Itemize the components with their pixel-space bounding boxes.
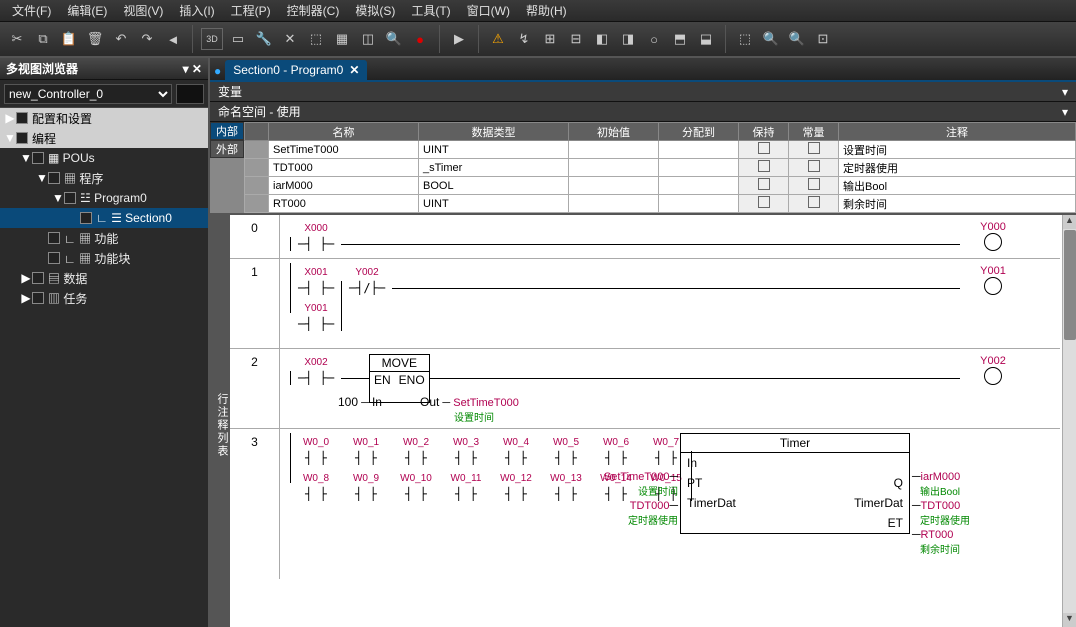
menu-bar: 文件(F)编辑(E)视图(V)插入(I)工程(P)控制器(C)模拟(S)工具(T… xyxy=(0,0,1076,22)
menu-item[interactable]: 窗口(W) xyxy=(459,0,518,21)
variable-table[interactable]: 名称数据类型初始值分配到保持常量注释SetTimeT000UINT设置时间TDT… xyxy=(244,122,1076,213)
fb-timer[interactable]: Timer In PTQ TimerDatTimerDat ET xyxy=(680,433,910,534)
ladder-side-label: 行注释列表 xyxy=(210,215,230,627)
var-tab-internal[interactable]: 内部 xyxy=(210,122,244,140)
tree-item[interactable]: ∟ ☰ Section0 xyxy=(0,208,208,228)
view-icon[interactable]: ▭ xyxy=(227,28,249,50)
tab-label: Section0 - Program0 xyxy=(233,63,343,77)
c-icon[interactable]: ⊞ xyxy=(539,28,561,50)
cut-icon[interactable]: ✂ xyxy=(6,28,28,50)
3d-icon[interactable]: 3D xyxy=(201,28,223,50)
tab-section0[interactable]: Section0 - Program0 ✕ xyxy=(225,60,367,80)
variables-header[interactable]: 变量▾ xyxy=(210,82,1076,102)
warn-icon[interactable]: ● xyxy=(409,28,431,50)
coil-y002[interactable]: Y002 xyxy=(968,355,1018,385)
sidebar-title: 多视图浏览器 xyxy=(6,60,78,77)
module-icon[interactable]: ◫ xyxy=(357,28,379,50)
zoomin-icon[interactable]: 🔍 xyxy=(760,28,782,50)
menu-item[interactable]: 编辑(E) xyxy=(59,0,115,21)
a-icon[interactable]: ⚠ xyxy=(487,28,509,50)
namespace-header[interactable]: 命名空间 - 使用▾ xyxy=(210,102,1076,122)
rung-2[interactable]: 2 X002─┤ ├─ MOVE ENENO xyxy=(230,349,1060,429)
ladder-area: 行注释列表 0 X000─┤ ├─ Y000 xyxy=(210,215,1076,627)
menu-item[interactable]: 文件(F) xyxy=(4,0,59,21)
sidebar: 多视图浏览器 ▾ ✕ new_Controller_0 ▶配置和设置▼编程▼▦ … xyxy=(0,58,210,627)
rung-1[interactable]: 1 X001─┤ ├─ Y002─┤/├─ Y001─┤ ├─ xyxy=(230,259,1060,349)
menu-item[interactable]: 模拟(S) xyxy=(347,0,403,21)
toolbar: ✂ ⧉ 📋 🗑 ↶ ↷ ◄ 3D ▭ 🔧 ✕ ⬚ ▦ ◫ 🔍 ● ▶ ⚠ ↯ ⊞… xyxy=(0,22,1076,58)
tree-item[interactable]: ▼☳ Program0 xyxy=(0,188,208,208)
find-icon[interactable]: 🔍 xyxy=(383,28,405,50)
tab-close-icon[interactable]: ✕ xyxy=(349,63,359,77)
tree-item[interactable]: ▼▦ 程序 xyxy=(0,168,208,188)
tree-item[interactable]: ∟ ▦ 功能 xyxy=(0,228,208,248)
var-tab-external[interactable]: 外部 xyxy=(210,140,244,158)
sidebar-header: 多视图浏览器 ▾ ✕ xyxy=(0,58,208,80)
rung-0[interactable]: 0 X000─┤ ├─ Y000 xyxy=(230,215,1060,259)
project-tree[interactable]: ▶配置和设置▼编程▼▦ POUs▼▦ 程序▼☳ Program0∟ ☰ Sect… xyxy=(0,108,208,627)
coil-y001[interactable]: Y001 xyxy=(968,265,1018,295)
menu-item[interactable]: 控制器(C) xyxy=(279,0,348,21)
tree-item[interactable]: ▶▤ 数据 xyxy=(0,268,208,288)
paste-icon[interactable]: 📋 xyxy=(58,28,80,50)
g-icon[interactable]: ○ xyxy=(643,28,665,50)
menu-item[interactable]: 插入(I) xyxy=(171,0,222,21)
menu-item[interactable]: 工具(T) xyxy=(403,0,458,21)
fit-icon[interactable]: ⊡ xyxy=(812,28,834,50)
zoomout-icon[interactable]: 🔍 xyxy=(786,28,808,50)
f-icon[interactable]: ◨ xyxy=(617,28,639,50)
rung-3[interactable]: 3 W0_0┤ ├W0_1┤ ├W0_2┤ ├W0_3┤ ├W0_4┤ ├W0_… xyxy=(230,429,1060,579)
redo-icon[interactable]: ↷ xyxy=(136,28,158,50)
coil-y000[interactable]: Y000 xyxy=(968,221,1018,251)
ladder-diagram[interactable]: 0 X000─┤ ├─ Y000 1 xyxy=(230,215,1076,627)
run-icon[interactable]: ▶ xyxy=(448,28,470,50)
tree-item[interactable]: ▼▦ POUs xyxy=(0,148,208,168)
panel-menu-icon[interactable]: ▾ ✕ xyxy=(183,62,202,76)
link-icon[interactable]: ⬚ xyxy=(305,28,327,50)
content-area: ● Section0 - Program0 ✕ 变量▾ 命名空间 - 使用▾ 内… xyxy=(210,58,1076,627)
controller-selector-row: new_Controller_0 xyxy=(0,80,208,108)
tool-icon[interactable]: 🔧 xyxy=(253,28,275,50)
variable-table-area: 内部 外部 名称数据类型初始值分配到保持常量注释SetTimeT000UINT设… xyxy=(210,122,1076,215)
menu-item[interactable]: 工程(P) xyxy=(223,0,279,21)
vertical-scrollbar[interactable]: ▲ ▼ xyxy=(1062,215,1076,627)
delete-icon[interactable]: 🗑 xyxy=(84,28,106,50)
b-icon[interactable]: ↯ xyxy=(513,28,535,50)
e-icon[interactable]: ◧ xyxy=(591,28,613,50)
controller-icon[interactable] xyxy=(176,84,204,104)
tree-item[interactable]: ∟ ▦ 功能块 xyxy=(0,248,208,268)
tree-item[interactable]: ▼编程 xyxy=(0,128,208,148)
i-icon[interactable]: ⬓ xyxy=(695,28,717,50)
controller-select[interactable]: new_Controller_0 xyxy=(4,84,172,104)
tab-icon: ● xyxy=(214,64,221,78)
h-icon[interactable]: ⬒ xyxy=(669,28,691,50)
menu-item[interactable]: 帮助(H) xyxy=(518,0,575,21)
undo-icon[interactable]: ↶ xyxy=(110,28,132,50)
grid-icon[interactable]: ▦ xyxy=(331,28,353,50)
tab-bar: ● Section0 - Program0 ✕ xyxy=(210,58,1076,82)
tree-item[interactable]: ▶配置和设置 xyxy=(0,108,208,128)
copy-icon[interactable]: ⧉ xyxy=(32,28,54,50)
select-icon[interactable]: ⬚ xyxy=(734,28,756,50)
back-icon[interactable]: ◄ xyxy=(162,28,184,50)
cross-icon[interactable]: ✕ xyxy=(279,28,301,50)
menu-item[interactable]: 视图(V) xyxy=(115,0,171,21)
tree-item[interactable]: ▶▥ 任务 xyxy=(0,288,208,308)
d-icon[interactable]: ⊟ xyxy=(565,28,587,50)
